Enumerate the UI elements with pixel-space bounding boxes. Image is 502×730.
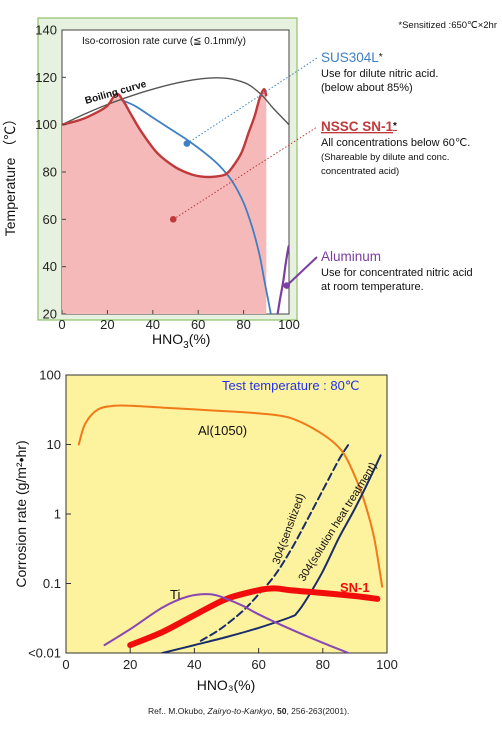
y-tick-label: 120 — [35, 70, 57, 85]
x-tick-label: 0 — [62, 657, 69, 672]
x-tick-label: 20 — [123, 657, 137, 672]
annotation-marker — [283, 282, 291, 289]
x-tick-label: 40 — [187, 657, 201, 672]
reference-citation: Ref.. M.Okubo, Zairyo-to-Kankyo, 50, 256… — [148, 706, 349, 716]
series-line-ti — [103, 593, 350, 653]
x-tick-label: 100 — [278, 317, 300, 332]
annotation-leader — [186, 57, 318, 145]
x-tick-label: 100 — [376, 657, 398, 672]
annotation-line: at room temperature. — [321, 281, 424, 293]
chart1-x-axis-label: HNO3(%) — [152, 331, 210, 351]
aluminum-curve — [276, 245, 289, 314]
chart2-x-axis-label: HNO₃(%) — [197, 677, 256, 693]
chart1-annotations: SUS304L* Use for dilute nitric acid. (belo… — [169, 50, 473, 293]
sus304l-curve — [120, 98, 272, 314]
x-label-sub: 3 — [183, 340, 189, 351]
nssc-sn1-curve — [62, 88, 268, 179]
corrosion-rate-chart: 0 20 40 60 80 100 <0.01 0.1 1 10 100 Test temperat… — [13, 368, 398, 694]
chart2-title: Test temperature : 80℃ — [222, 378, 359, 393]
chart2-plot-area — [65, 374, 388, 654]
x-tick-label: 60 — [251, 657, 265, 672]
y-tick-label: 100 — [39, 368, 61, 383]
y-tick-label: 10 — [47, 437, 61, 452]
y-tick-label: 100 — [35, 117, 57, 132]
x-tick-label: 20 — [100, 317, 114, 332]
annotation-asterisk: * — [379, 52, 383, 63]
annotation-line: Use for dilute nitric acid. — [321, 68, 438, 80]
annotation-line: All concentrations below 60℃. — [321, 137, 470, 149]
y-tick-label: <0.01 — [28, 646, 61, 661]
chart2-y-axis-label: Corrosion rate (g/m²•hr) — [13, 440, 29, 587]
annotation-title: NSSC SN-1* — [321, 119, 397, 134]
annotation-title: Aluminum — [321, 249, 381, 264]
y-tick-label: 1 — [54, 507, 61, 522]
series-line-304-solution-heat-treatment- — [161, 454, 382, 653]
annotation-small-line: concentrated acid) — [321, 166, 399, 177]
y-tick-label: 0.1 — [43, 576, 61, 591]
ref-sep: , — [272, 706, 277, 716]
series-label: Al(1050) — [198, 423, 247, 438]
ref-rest: , 256-263(2001). — [286, 706, 349, 716]
ref-journal: Zairyo-to-Kankyo — [207, 706, 273, 716]
iso-corrosion-chart: Iso-corrosion rate curve (≦ 0.1mm/y) Boi… — [2, 17, 473, 351]
x-label-hno: HNO — [152, 331, 183, 347]
nssc-region-fill — [62, 89, 267, 314]
annotation-small-line: (Shareable by dilute and conc. — [321, 152, 449, 163]
chart1-y-axis-label: Temperature （℃） — [2, 112, 18, 236]
x-tick-label: 40 — [146, 317, 160, 332]
x-tick-label: 0 — [58, 317, 65, 332]
annotation-marker — [169, 216, 177, 223]
y-tick-label: 60 — [43, 212, 57, 227]
chart2-series — [77, 404, 384, 653]
series-line-sn-1 — [127, 585, 381, 649]
y-tick-label: 40 — [43, 259, 57, 274]
series-label: Ti — [170, 587, 180, 602]
series-line-al-1050- — [77, 404, 384, 588]
y-tick-label: 20 — [43, 307, 57, 322]
x-tick-label: 80 — [316, 657, 330, 672]
y-tick-label: 80 — [43, 165, 57, 180]
series-label: SN-1 — [340, 580, 370, 595]
annotation-leader — [286, 256, 318, 287]
annotation-line: (below about 85%) — [321, 82, 413, 94]
y-tick-label: 140 — [35, 23, 57, 38]
annotation-title: SUS304L* — [321, 50, 383, 65]
annotation-marker — [183, 140, 191, 147]
sensitized-note: *Sensitized :650℃×2hr — [398, 20, 497, 31]
chart2-axes: 0 20 40 60 80 100 <0.01 0.1 1 10 100 — [28, 368, 398, 673]
annotation-leader — [172, 126, 318, 220]
x-tick-label: 60 — [191, 317, 205, 332]
annotation-asterisk: * — [393, 121, 397, 132]
ref-volume: 50 — [277, 706, 287, 716]
x-label-unit: (%) — [189, 331, 211, 347]
chart1-title: Iso-corrosion rate curve (≦ 0.1mm/y) — [82, 36, 246, 47]
series-line-304-sensitized- — [199, 443, 350, 642]
ref-prefix: Ref.. M.Okubo, — [148, 706, 208, 716]
x-tick-label: 80 — [236, 317, 250, 332]
annotation-line: Use for concentrated nitric acid — [321, 267, 473, 279]
